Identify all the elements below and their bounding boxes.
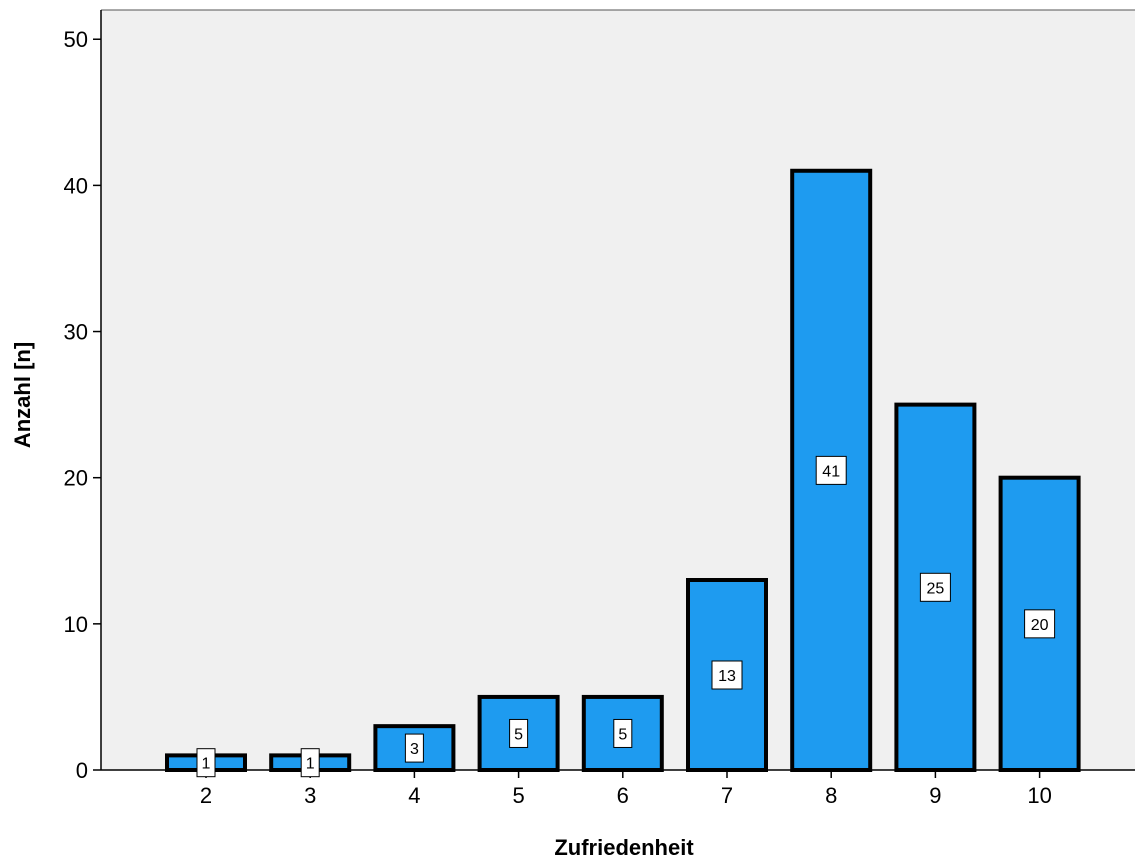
y-tick-label: 30 — [64, 320, 88, 345]
data-label: 1 — [306, 756, 315, 773]
data-label: 20 — [1031, 617, 1049, 634]
x-tick-label: 9 — [929, 783, 941, 808]
y-tick-label: 40 — [64, 173, 88, 198]
data-label: 25 — [927, 580, 945, 597]
plot-background — [101, 10, 1135, 770]
bars-group — [165, 168, 1081, 773]
data-label: 1 — [202, 756, 211, 773]
y-tick-label: 50 — [64, 27, 88, 52]
x-axis-title: Zufriedenheit — [554, 835, 694, 860]
x-tick-label: 5 — [512, 783, 524, 808]
y-tick-label: 20 — [64, 466, 88, 491]
x-tick-label: 8 — [825, 783, 837, 808]
x-tick-label: 7 — [721, 783, 733, 808]
data-label-box — [613, 718, 633, 748]
data-label: 5 — [514, 726, 523, 743]
data-label-box — [1024, 609, 1056, 639]
x-tick-label: 6 — [617, 783, 629, 808]
y-tick-label: 10 — [64, 612, 88, 637]
x-tick-label: 4 — [408, 783, 420, 808]
axes-group: 0 10 20 30 40 50 2 3 4 5 6 7 8 9 10 — [64, 9, 1135, 808]
data-label: 3 — [410, 741, 419, 758]
data-label-box — [404, 733, 424, 763]
data-label-box — [300, 748, 320, 778]
x-tick-label: 2 — [200, 783, 212, 808]
data-label-box — [815, 455, 847, 485]
data-label: 5 — [618, 726, 627, 743]
data-label-box — [509, 718, 529, 748]
data-label-box — [711, 660, 743, 690]
x-tick-label: 3 — [304, 783, 316, 808]
data-label-box — [196, 748, 216, 778]
data-label-box — [919, 572, 951, 602]
y-axis-title: Anzahl [n] — [10, 342, 35, 448]
data-label: 13 — [718, 668, 736, 685]
data-label: 41 — [822, 463, 840, 480]
y-tick-label: 0 — [76, 758, 88, 783]
x-tick-label: 10 — [1027, 783, 1051, 808]
